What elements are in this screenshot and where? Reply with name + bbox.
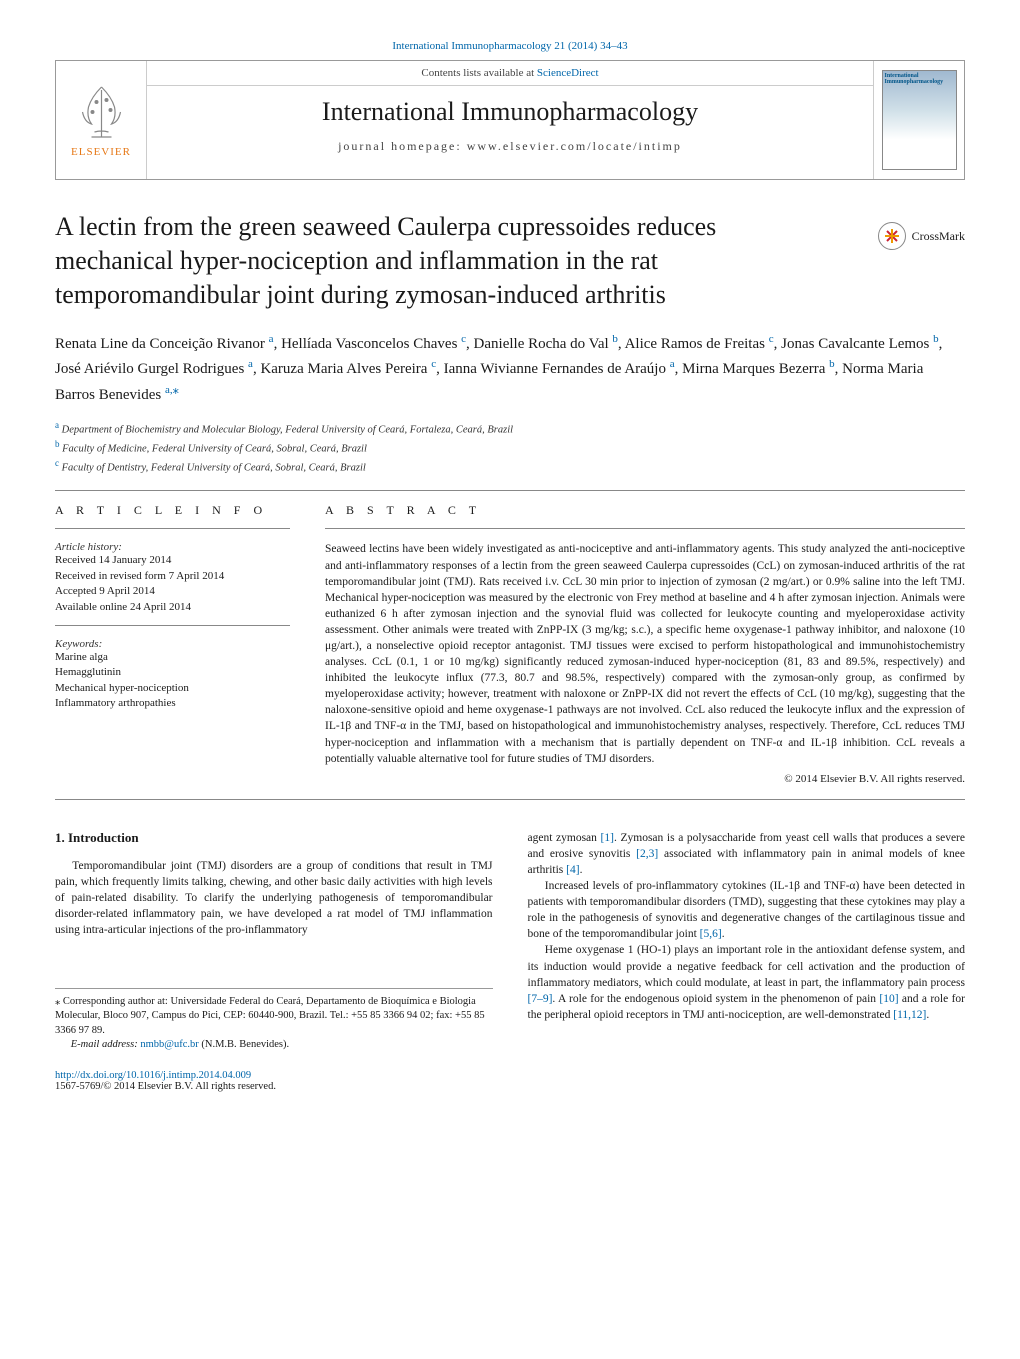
crossmark-icon <box>878 222 906 250</box>
keywords-list: Marine algaHemagglutininMechanical hyper… <box>55 650 290 712</box>
cover-label: International Immunopharmacology <box>885 73 956 85</box>
contents-line: Contents lists available at ScienceDirec… <box>147 61 873 86</box>
doi-block: http://dx.doi.org/10.1016/j.intimp.2014.… <box>55 1070 493 1092</box>
journal-homepage: journal homepage: www.elsevier.com/locat… <box>147 139 873 154</box>
email-link[interactable]: nmbb@ufc.br <box>140 1039 198 1050</box>
journal-header: ELSEVIER Contents lists available at Sci… <box>55 60 965 180</box>
abstract-text: Seaweed lectins have been widely investi… <box>325 541 965 766</box>
intro-heading: 1. Introduction <box>55 830 493 846</box>
footnote-block: ⁎ Corresponding author at: Universidade … <box>55 988 493 1052</box>
intro-para-2: agent zymosan [1]. Zymosan is a polysacc… <box>528 830 966 878</box>
crossmark-badge[interactable]: CrossMark <box>878 222 965 250</box>
elsevier-tree-icon <box>74 82 129 142</box>
contents-text: Contents lists available at <box>421 67 536 79</box>
abstract: A B S T R A C T Seaweed lectins have bee… <box>325 503 965 784</box>
journal-title: International Immunopharmacology <box>147 97 873 127</box>
top-citation: International Immunopharmacology 21 (201… <box>55 40 965 52</box>
affiliations: a Department of Biochemistry and Molecul… <box>55 419 965 477</box>
author-list: Renata Line da Conceição Rivanor a, Hell… <box>55 331 965 407</box>
intro-para-3: Increased levels of pro-inflammatory cyt… <box>528 878 966 942</box>
intro-para-4: Heme oxygenase 1 (HO-1) plays an importa… <box>528 942 966 1022</box>
crossmark-label: CrossMark <box>912 229 965 244</box>
email-name: (N.M.B. Benevides). <box>199 1039 289 1050</box>
sciencedirect-link[interactable]: ScienceDirect <box>537 67 599 79</box>
abstract-heading: A B S T R A C T <box>325 503 965 518</box>
doi-link[interactable]: http://dx.doi.org/10.1016/j.intimp.2014.… <box>55 1070 493 1081</box>
intro-para-1: Temporomandibular joint (TMJ) disorders … <box>55 858 493 938</box>
history-list: Received 14 January 2014Received in revi… <box>55 553 290 615</box>
publisher-name: ELSEVIER <box>71 146 131 158</box>
publisher-logo: ELSEVIER <box>56 61 146 179</box>
abstract-copyright: © 2014 Elsevier B.V. All rights reserved… <box>325 773 965 785</box>
cover-thumbnail: International Immunopharmacology <box>882 70 957 170</box>
article-info: A R T I C L E I N F O Article history: R… <box>55 503 290 784</box>
article-info-heading: A R T I C L E I N F O <box>55 503 290 518</box>
corresponding-author: ⁎ Corresponding author at: Universidade … <box>55 995 493 1038</box>
keywords-label: Keywords: <box>55 638 290 650</box>
header-center: Contents lists available at ScienceDirec… <box>146 61 874 179</box>
history-label: Article history: <box>55 541 290 553</box>
article-title: A lectin from the green seaweed Caulerpa… <box>55 210 965 311</box>
journal-cover: International Immunopharmacology <box>874 61 964 179</box>
email-label: E-mail address: <box>71 1039 141 1050</box>
issn-copyright: 1567-5769/© 2014 Elsevier B.V. All right… <box>55 1081 493 1092</box>
